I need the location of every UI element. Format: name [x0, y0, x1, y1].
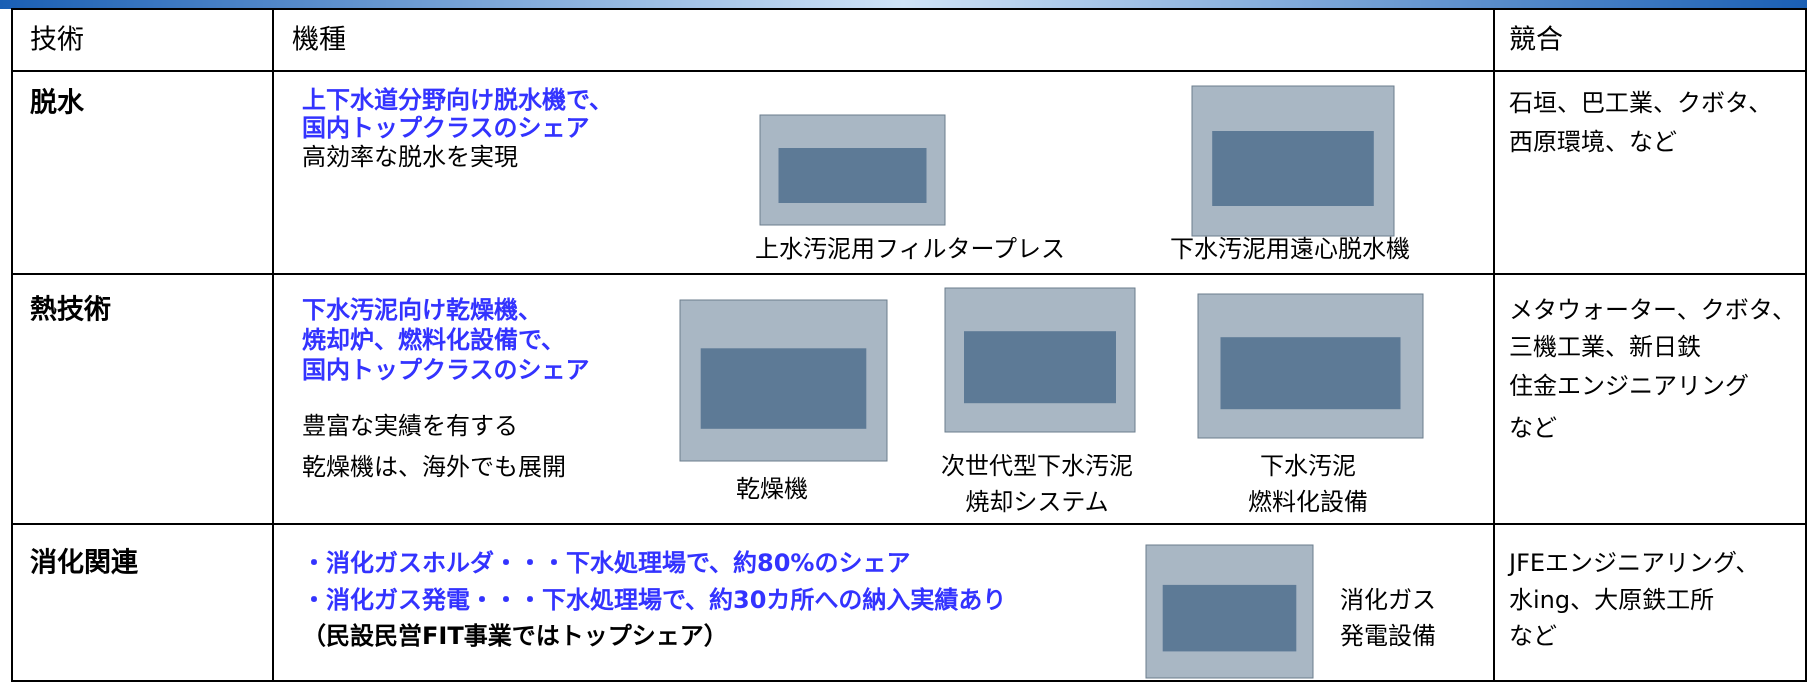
competitor-line: 石垣、巴工業、クボタ、 [1509, 89, 1772, 117]
photo-detail [778, 148, 927, 203]
photo-detail [964, 331, 1116, 404]
photo-detail [1220, 337, 1401, 410]
competitor-line: など [1509, 622, 1557, 650]
table-grid [11, 9, 1807, 682]
product-caption: 下水汚泥 [1260, 452, 1356, 480]
header-cell: 技術 [30, 25, 84, 56]
photo-detail [700, 348, 867, 429]
competitor-line: など [1509, 414, 1557, 442]
header-cell: 競合 [1509, 25, 1563, 56]
header-cell: 機種 [292, 25, 346, 56]
top-band [0, 0, 1807, 9]
product-caption: 上水汚泥用フィルタープレス [755, 235, 1065, 263]
product-caption: 発電設備 [1340, 622, 1436, 650]
competitor-line: 水ing、大原鉄工所 [1509, 586, 1714, 614]
competitor-line: 三機工業、新日鉄 [1509, 333, 1701, 361]
photo-detail [1162, 584, 1297, 652]
product-caption: 焼却システム [965, 488, 1108, 516]
photo-detail [1212, 131, 1374, 206]
plain-line: 高効率な脱水を実現 [302, 143, 518, 171]
header-row [11, 8, 1807, 72]
product-caption: 下水汚泥用遠心脱水機 [1170, 235, 1410, 263]
product-caption: 燃料化設備 [1248, 488, 1368, 516]
highlight-line: 上下水道分野向け脱水機で、 [302, 86, 613, 114]
competitor-line: メタウォーター、クボタ、 [1509, 296, 1796, 324]
plain-line: 乾燥機は、海外でも展開 [302, 453, 566, 481]
technology: 脱水 [30, 88, 85, 119]
competitor-line: JFEエンジニアリング、 [1507, 549, 1759, 577]
product-caption: 消化ガス [1340, 586, 1436, 614]
competitor-line: 西原環境、など [1509, 128, 1677, 156]
competitor-line: 住金エンジニアリング [1509, 372, 1749, 400]
plain-line: 豊富な実績を有する [302, 412, 518, 440]
product-caption: 次世代型下水汚泥 [941, 452, 1133, 480]
highlight-line: 国内トップクラスのシェア [302, 114, 590, 142]
highlight-line: ・消化ガスホルダ・・・下水処理場で、約80%のシェア [302, 549, 910, 577]
technology: 熱技術 [30, 295, 111, 326]
product-caption: 乾燥機 [736, 475, 808, 503]
highlight-line: 下水汚泥向け乾燥機、 [302, 296, 542, 324]
highlight-line: 焼却炉、燃料化設備で、 [302, 326, 565, 354]
highlight-line: ・消化ガス発電・・・下水処理場で、約30カ所への納入実績あり [302, 586, 1006, 614]
highlight-line: 国内トップクラスのシェア [302, 356, 590, 384]
technology: 消化関連 [30, 548, 139, 579]
plain-line: （民設民営FIT事業ではトップシェア） [302, 622, 728, 650]
